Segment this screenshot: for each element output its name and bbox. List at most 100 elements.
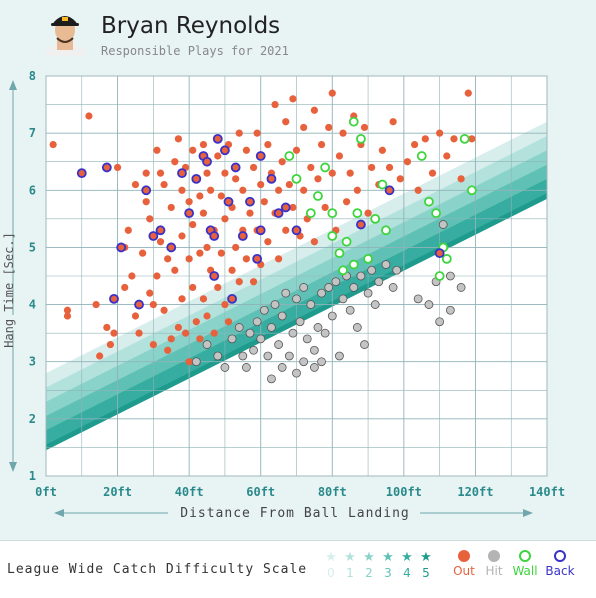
point-out: [156, 169, 165, 177]
point-wall: [352, 208, 363, 219]
point-wall: [313, 191, 323, 201]
point-hit: [277, 363, 287, 372]
point-back: [255, 225, 266, 236]
point-hit: [317, 357, 326, 367]
legend-bar: League Wide Catch Difficulty Scale ★ 0 ★ 1 ★…: [0, 540, 596, 598]
point-back: [101, 162, 112, 173]
point-out: [185, 255, 193, 263]
point-hit: [259, 305, 269, 315]
point-back: [291, 225, 302, 236]
point-out: [343, 198, 351, 206]
point-hit: [445, 271, 455, 281]
point-out: [443, 152, 451, 160]
point-wall: [341, 236, 352, 247]
point-out: [214, 152, 222, 160]
point-hit: [270, 300, 280, 309]
point-hit: [324, 283, 334, 292]
point-out: [353, 186, 361, 194]
point-out: [317, 140, 326, 149]
point-out: [174, 135, 183, 143]
point-out: [275, 186, 283, 194]
point-hit: [317, 288, 326, 298]
chart-subtitle: Responsible Plays for 2021: [101, 44, 289, 58]
point-back: [252, 253, 263, 264]
point-back: [230, 162, 241, 173]
star-icon: ★: [401, 550, 413, 565]
point-out: [113, 163, 122, 172]
point-wall: [334, 248, 345, 259]
point-hit: [284, 351, 294, 361]
point-wall: [441, 253, 452, 264]
point-out: [63, 312, 72, 320]
point-out: [128, 272, 136, 280]
point-out: [232, 243, 240, 252]
player-name: Bryan Reynolds: [101, 13, 281, 39]
point-out: [403, 158, 412, 166]
point-out: [335, 152, 344, 160]
point-hit: [191, 357, 201, 367]
point-out: [181, 329, 190, 337]
star-icon: ★: [363, 550, 375, 565]
point-out: [436, 129, 444, 137]
point-out: [278, 158, 286, 166]
y-tick-label: 3: [29, 355, 36, 369]
point-back: [209, 231, 220, 241]
point-out: [203, 169, 211, 177]
difficulty-level-2: ★ 2: [361, 551, 377, 581]
point-out: [124, 226, 132, 234]
point-hit: [306, 300, 316, 309]
point-back: [209, 271, 220, 281]
point-out: [368, 163, 376, 172]
x-tick-label: 100ft: [386, 485, 422, 499]
point-out: [63, 306, 72, 314]
point-out: [264, 238, 272, 246]
point-hit: [252, 317, 262, 327]
point-back: [434, 248, 445, 259]
point-wall: [327, 231, 338, 241]
point-hit: [309, 363, 319, 372]
point-out: [214, 283, 222, 292]
point-out: [196, 249, 204, 257]
point-wall: [284, 151, 295, 161]
point-out: [96, 352, 104, 360]
point-wall: [416, 151, 427, 161]
point-out: [167, 203, 175, 212]
point-out: [196, 335, 204, 343]
point-back: [109, 293, 119, 304]
point-out: [156, 238, 165, 246]
point-out: [203, 312, 211, 320]
point-out: [135, 329, 143, 337]
legend-hit: Hit: [479, 550, 509, 580]
point-back: [237, 231, 248, 241]
y-tick-label: 4: [29, 298, 36, 312]
point-out: [292, 146, 301, 154]
point-out: [146, 215, 154, 223]
point-hit: [238, 351, 248, 361]
point-hit: [249, 345, 258, 355]
point-hit: [360, 340, 369, 349]
y-tick-label: 2: [29, 412, 36, 426]
point-hit: [313, 323, 323, 332]
difficulty-number: 1: [346, 566, 354, 580]
point-out: [210, 329, 218, 337]
point-hit: [445, 305, 455, 315]
point-out: [174, 323, 183, 332]
point-out: [85, 112, 93, 120]
point-out: [228, 266, 236, 274]
point-out: [110, 329, 118, 337]
legend-label: Back: [545, 564, 575, 578]
point-out: [196, 192, 204, 200]
difficulty-level-3: ★ 3: [380, 551, 396, 581]
legend-marker: [554, 550, 566, 562]
point-out: [249, 163, 258, 172]
point-out: [310, 238, 318, 246]
x-tick-label: 120ft: [457, 485, 493, 499]
point-out: [106, 340, 115, 349]
legend-label: Wall: [512, 564, 538, 578]
point-back: [273, 208, 284, 219]
point-out: [189, 220, 197, 229]
point-out: [167, 335, 175, 343]
point-out: [164, 255, 172, 263]
point-out: [189, 146, 197, 154]
point-hit: [277, 311, 287, 321]
